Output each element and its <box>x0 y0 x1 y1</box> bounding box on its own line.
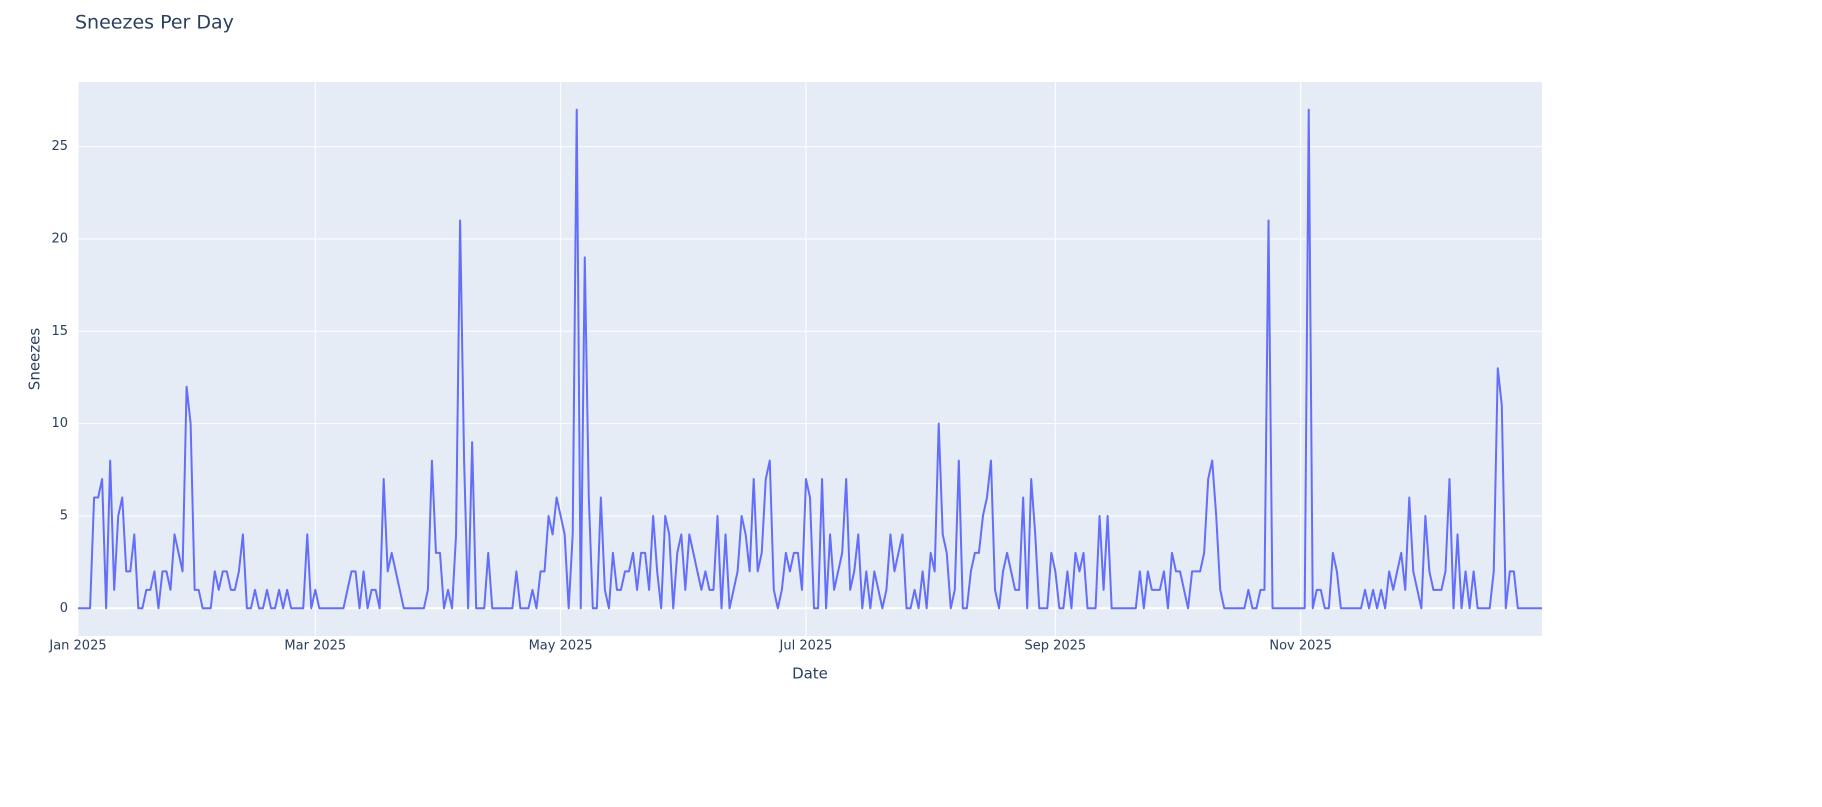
y-tick-label: 25 <box>51 139 68 154</box>
data-line <box>78 108 1542 610</box>
plot-area <box>78 82 1542 636</box>
y-tick-label: 20 <box>51 231 68 246</box>
x-tick-label: Jan 2025 <box>48 639 106 654</box>
y-tick-label: 0 <box>60 601 68 616</box>
x-tick-label: Nov 2025 <box>1269 639 1332 654</box>
x-tick-label: Mar 2025 <box>284 639 346 654</box>
y-axis-title: Sneezes <box>26 328 44 391</box>
y-tick-label: 15 <box>51 324 68 339</box>
chart-title: Sneezes Per Day <box>75 12 234 34</box>
x-tick-label: Sep 2025 <box>1024 639 1086 654</box>
y-tick-label: 10 <box>51 416 68 431</box>
x-tick-label: Jul 2025 <box>779 639 833 654</box>
x-axis-title: Date <box>792 665 828 683</box>
y-tick-label: 5 <box>60 508 68 523</box>
x-tick-label: May 2025 <box>529 639 593 654</box>
